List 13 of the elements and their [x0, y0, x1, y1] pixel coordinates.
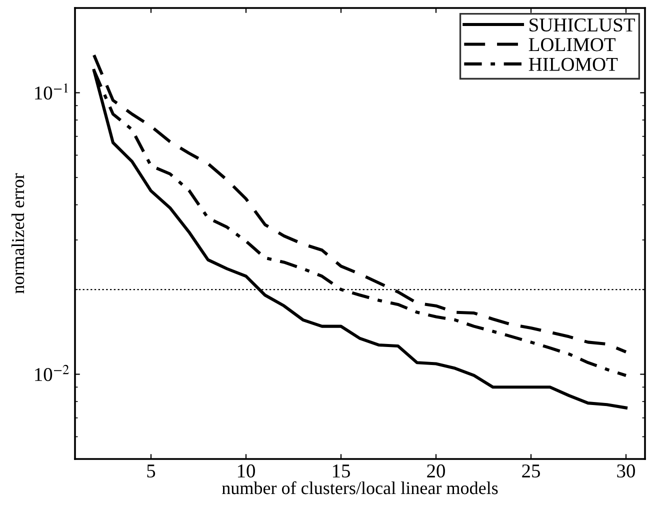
x-tick-label: 30	[617, 464, 635, 478]
legend-label: SUHICLUST	[530, 18, 635, 32]
x-tick-label: 10	[238, 464, 255, 478]
x-axis-title: number of clusters/local linear models	[222, 481, 498, 494]
y-tick-label: 10$^{−1}$	[35, 83, 68, 100]
x-tick-label: 5	[147, 464, 156, 478]
x-tick-label: 25	[522, 464, 540, 478]
legend-label: LOLIMOT	[528, 38, 616, 52]
legend-label: HILOMOT	[528, 58, 618, 71]
x-tick-label: 20	[427, 464, 445, 478]
y-tick-label: 10$^{−2}$	[35, 364, 69, 382]
x-tick-label: 15	[332, 464, 350, 478]
y-axis-title: normalized error	[11, 173, 24, 294]
